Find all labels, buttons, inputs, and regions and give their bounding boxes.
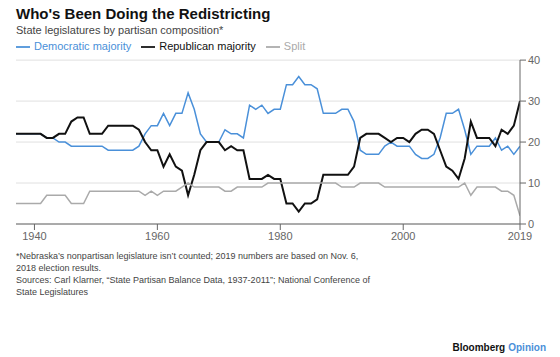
html-text:State Legislatures: State Legislatures bbox=[16, 287, 88, 297]
html-text:Republican majority: Republican majority bbox=[159, 40, 256, 52]
svg-text:0: 0 bbox=[528, 218, 534, 230]
html-text:Democratic majority: Democratic majority bbox=[34, 40, 132, 52]
svg-text:10: 10 bbox=[528, 177, 540, 189]
svg-text:2019: 2019 bbox=[508, 230, 532, 242]
html-text:Who's Been Doing the Redistric: Who's Been Doing the Redistricting bbox=[16, 5, 271, 22]
html-text:Sources: Carl Klarner, “State: Sources: Carl Klarner, “State Partisan B… bbox=[16, 275, 370, 285]
svg-text:30: 30 bbox=[528, 95, 540, 107]
html-text:Bloomberg Opinion: Bloomberg Opinion bbox=[452, 342, 546, 353]
svg-text:2000: 2000 bbox=[391, 230, 415, 242]
html-text:2018 election results.: 2018 election results. bbox=[16, 263, 102, 273]
svg-text:1980: 1980 bbox=[268, 230, 292, 242]
html-text:Split: Split bbox=[283, 40, 306, 52]
svg-text:40: 40 bbox=[528, 54, 540, 66]
svg-text:1940: 1940 bbox=[22, 230, 46, 242]
html-text:*Nebraska’s nonpartisan legisl: *Nebraska’s nonpartisan legislature isn’… bbox=[16, 251, 359, 261]
svg-text:20: 20 bbox=[528, 136, 540, 148]
svg-text:1960: 1960 bbox=[145, 230, 169, 242]
html-text:State legislatures by partisan: State legislatures by partisan compositi… bbox=[16, 24, 224, 36]
